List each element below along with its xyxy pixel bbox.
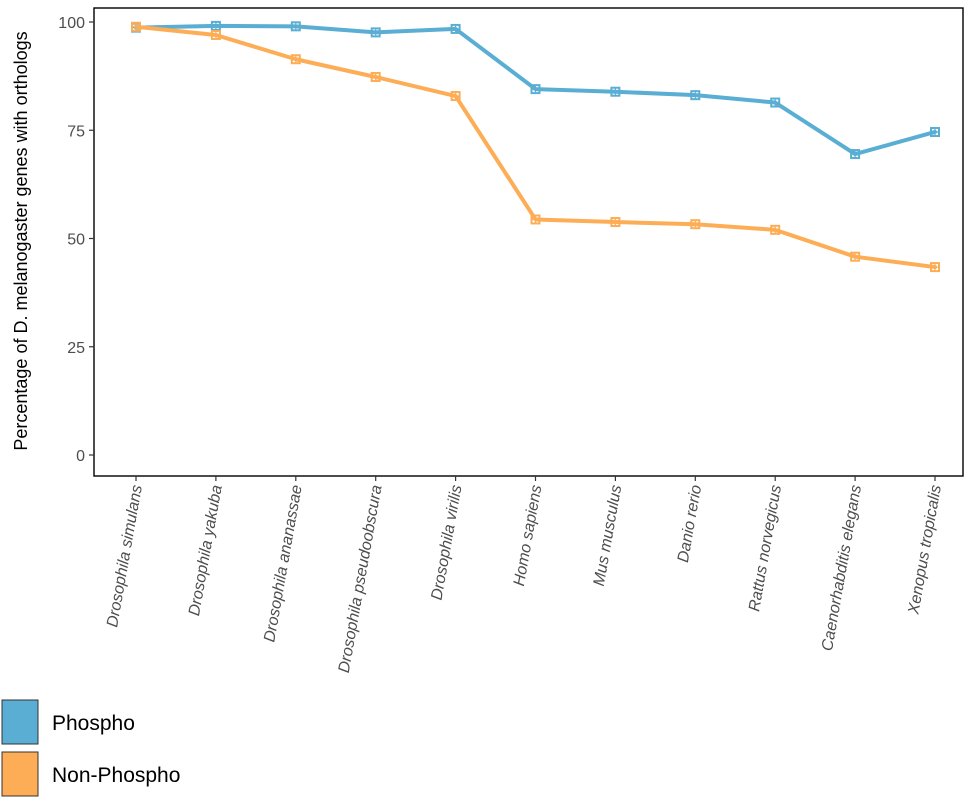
y-axis: 0 25 50 75 100	[58, 15, 94, 465]
plot-panel	[93, 7, 964, 477]
y-axis-title: Percentage of D. melanogaster genes with…	[11, 31, 31, 450]
x-tick-label: Drosophila pseudoobscura	[336, 484, 386, 675]
legend-key	[1, 751, 39, 797]
error-bar	[931, 263, 939, 272]
series-layer	[131, 20, 940, 273]
error-bar	[611, 218, 620, 227]
error-bar	[371, 28, 380, 37]
error-bar	[931, 127, 939, 136]
error-bar	[851, 150, 860, 159]
legend-label: Phospho	[52, 712, 135, 735]
x-tick-label: Drosophila ananassae	[261, 484, 305, 644]
x-tick-label: Xenopus tropicalis	[905, 484, 945, 617]
error-bar	[531, 85, 540, 94]
error-bar	[451, 24, 460, 33]
error-bar	[211, 21, 220, 30]
x-tick-label: Mus musculus	[591, 484, 625, 588]
x-tick-label: Drosophila simulans	[104, 484, 146, 629]
x-tick-label: Rattus norvegicus	[746, 484, 785, 613]
error-bar	[132, 22, 140, 31]
legend-label: Non-Phospho	[52, 764, 180, 787]
error-bar	[691, 220, 700, 229]
y-tick-label: 0	[76, 448, 85, 465]
error-bar	[611, 87, 620, 96]
y-tick-label: 100	[58, 15, 85, 32]
x-tick-label: Caenorhabditis elegans	[819, 484, 865, 653]
error-bar	[851, 252, 860, 261]
x-tick-label: Drosophila yakuba	[186, 484, 226, 618]
error-bar	[771, 225, 780, 234]
x-tick-label: Danio rerio	[675, 484, 705, 564]
y-tick-label: 25	[67, 340, 85, 357]
legend: Phospho Non-Phospho	[1, 699, 180, 797]
y-tick-label: 50	[67, 232, 85, 249]
error-bar	[371, 72, 380, 81]
error-bar	[691, 91, 700, 100]
x-tick-label: Homo sapiens	[511, 484, 546, 588]
error-bar	[771, 98, 780, 107]
error-bar	[531, 215, 540, 224]
error-bar	[451, 92, 460, 101]
x-tick-label: Drosophila virilis	[429, 484, 466, 602]
error-bar	[291, 55, 300, 64]
plot-area	[93, 7, 964, 477]
y-tick-label: 75	[67, 123, 85, 140]
legend-key	[1, 699, 39, 745]
x-axis: Drosophila simulans Drosophila yakuba Dros…	[104, 476, 945, 674]
error-bar	[211, 30, 220, 39]
error-bar	[291, 22, 300, 31]
series-line-non-phospho	[134, 24, 937, 270]
